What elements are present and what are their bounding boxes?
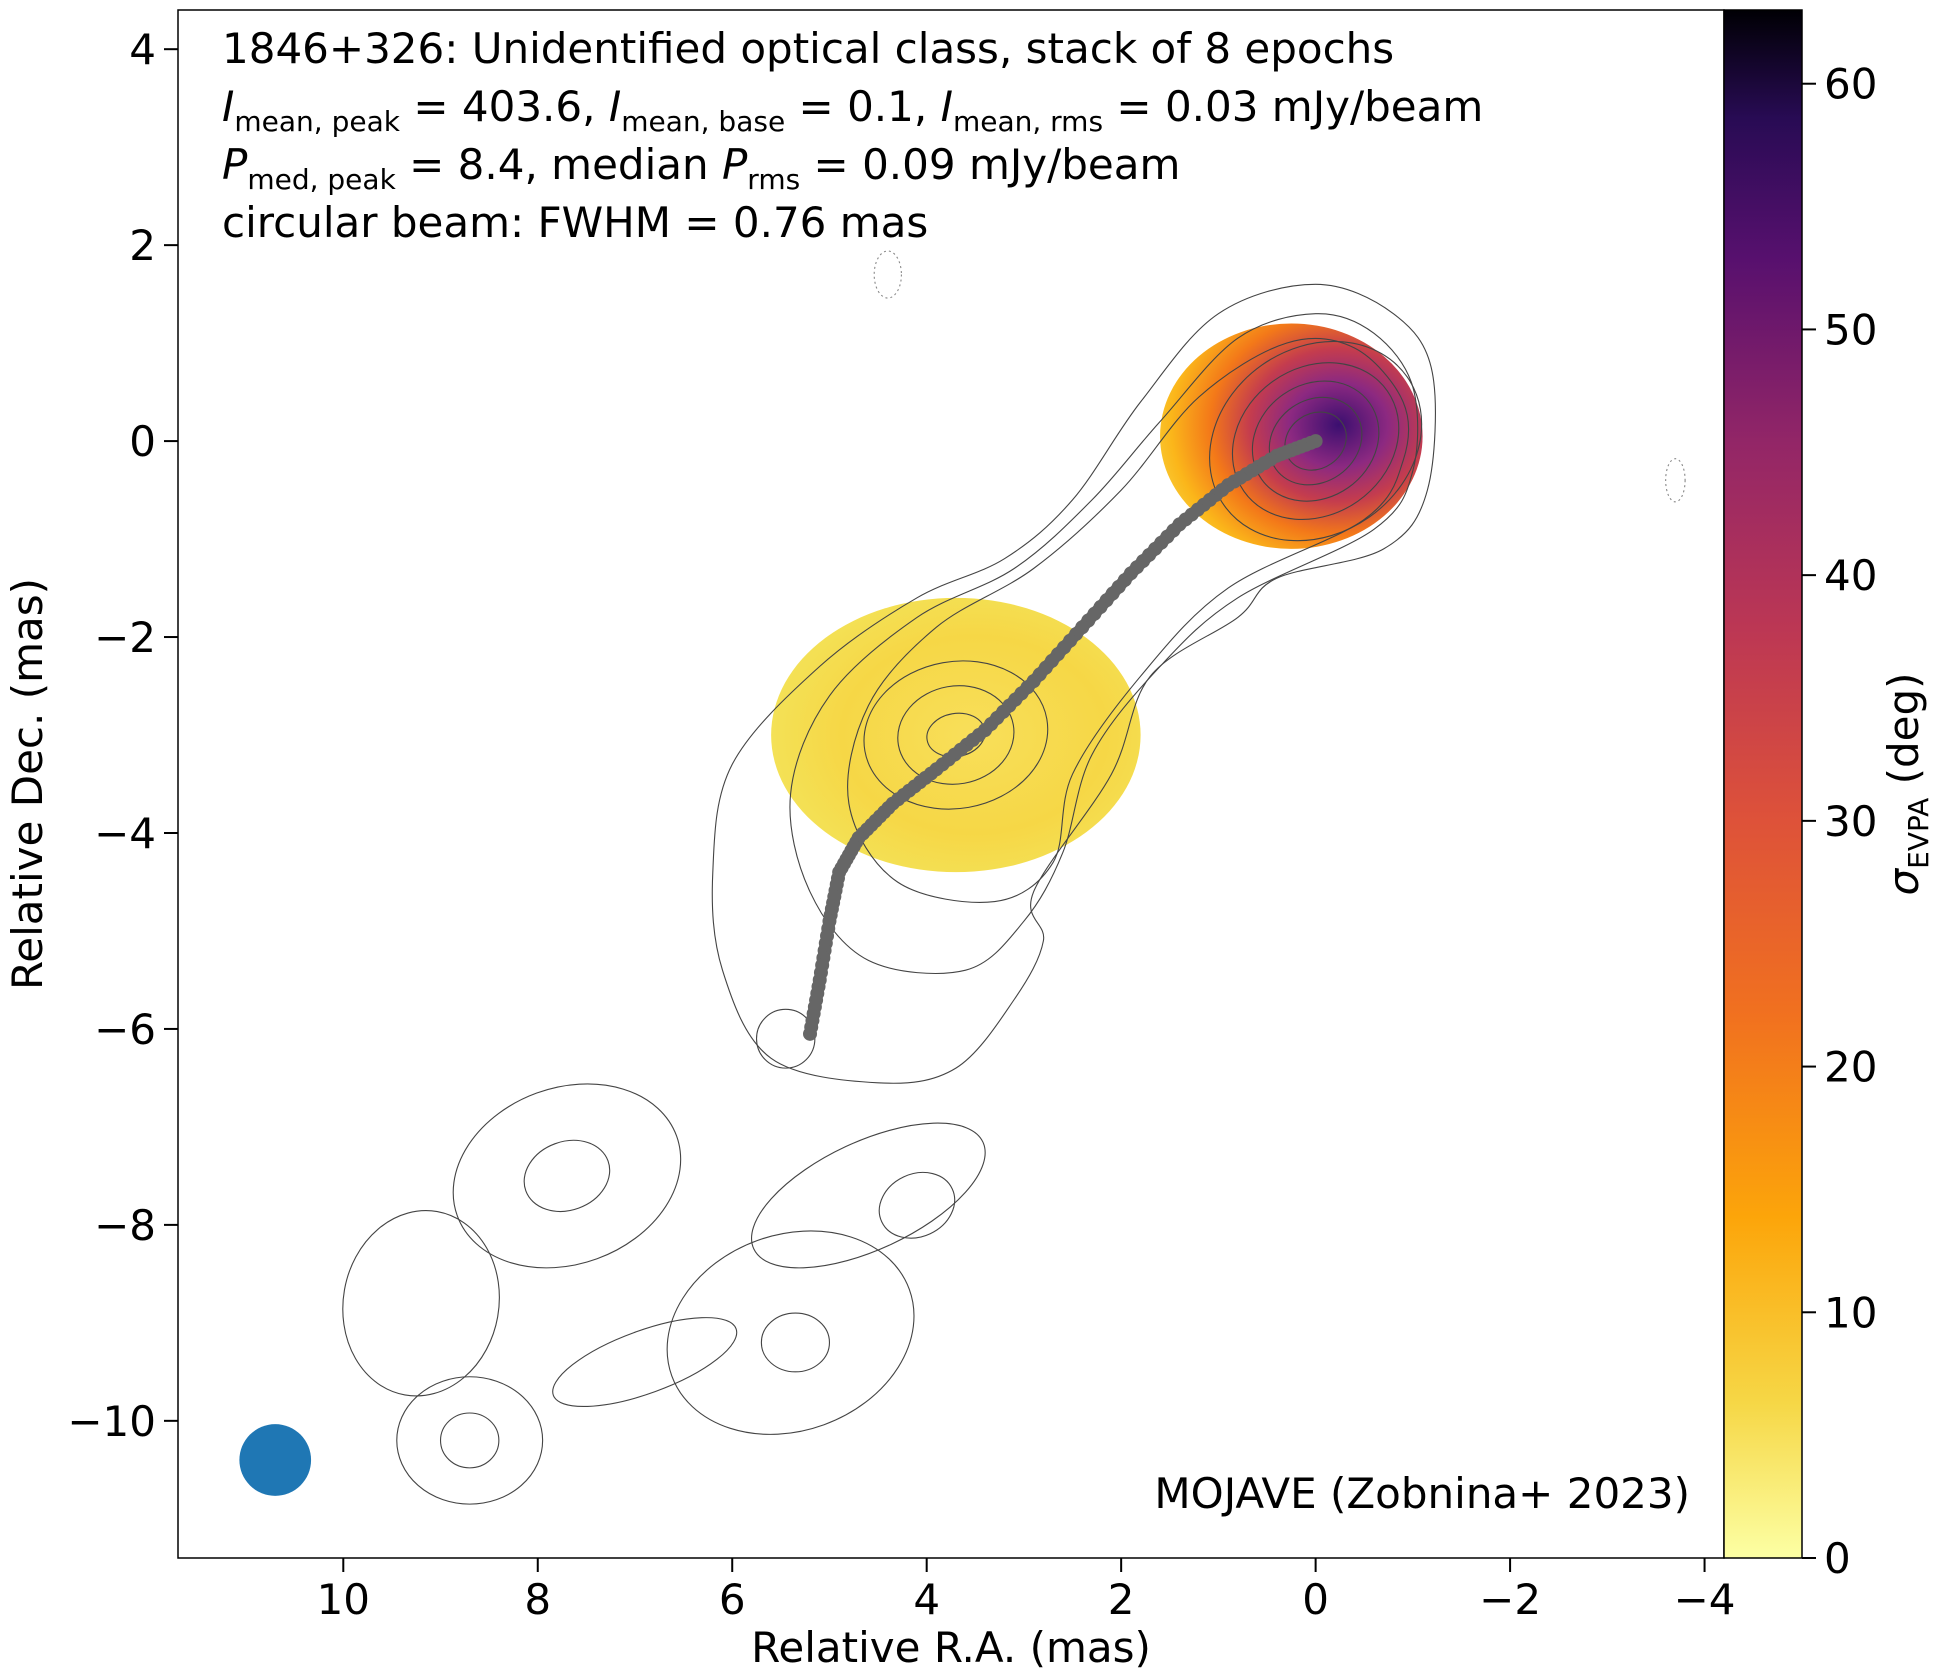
- colorbar-tick-label: 0: [1824, 1534, 1851, 1583]
- x-tick-label: 8: [524, 1575, 551, 1624]
- y-tick-label: 4: [129, 25, 156, 74]
- contour-level: [1231, 362, 1400, 521]
- colorbar-label: σEVPA (deg): [1879, 672, 1934, 895]
- contour-level: [878, 1171, 956, 1239]
- contour-jet-mid: [789, 313, 1419, 974]
- contour-level: [342, 1210, 500, 1397]
- colorbar-tick-label: 30: [1824, 797, 1877, 846]
- x-tick-label: 4: [913, 1575, 940, 1624]
- y-axis-label: Relative Dec. (mas): [3, 578, 52, 990]
- y-tick-label: −10: [67, 1397, 156, 1446]
- y-tick-label: 0: [129, 417, 156, 466]
- title-line-2: Imean, peak = 403.6, Imean, base = 0.1, …: [222, 82, 1483, 138]
- y-tick-label: −8: [94, 1201, 156, 1250]
- contour-level: [523, 1139, 611, 1212]
- contour-level: [1209, 340, 1423, 542]
- x-tick-label: −4: [1674, 1575, 1736, 1624]
- title-line-3: Pmed, peak = 8.4, median Prms = 0.09 mJy…: [222, 140, 1180, 196]
- x-tick-label: 6: [719, 1575, 746, 1624]
- title-block: 1846+326: Unidentified optical class, st…: [222, 24, 1483, 247]
- colorbar-gradient: [1723, 9, 1803, 1559]
- y-tick-label: −6: [94, 1005, 156, 1054]
- contour-level: [439, 1412, 500, 1469]
- title-line-4: circular beam: FWHM = 0.76 mas: [222, 198, 928, 247]
- y-axis-ticks: 4 2 0 −2 −4 −6 −8 −10: [67, 25, 178, 1446]
- contour-level: [1251, 380, 1380, 502]
- contour-level: [873, 250, 902, 299]
- colorbar-tick-label: 50: [1824, 305, 1877, 354]
- x-axis-label: Relative R.A. (mas): [751, 1623, 1151, 1672]
- colorbar-tick-label: 10: [1824, 1288, 1877, 1337]
- colorbar-tick-label: 20: [1824, 1043, 1877, 1092]
- contour-level: [452, 1083, 682, 1269]
- x-tick-label: 0: [1302, 1575, 1329, 1624]
- beam-ellipse: [239, 1424, 312, 1496]
- contour-level: [760, 1312, 831, 1373]
- y-tick-label: −2: [94, 613, 156, 662]
- title-line-1: 1846+326: Unidentified optical class, st…: [222, 24, 1394, 73]
- ridge-point: [803, 1026, 818, 1041]
- x-tick-label: −2: [1479, 1575, 1541, 1624]
- contour-level: [396, 1376, 544, 1505]
- contour-jet-outer: [711, 283, 1436, 1084]
- contour-level: [666, 1230, 915, 1435]
- sigma-evpa-map: [771, 323, 1423, 873]
- contour-level: [751, 1122, 986, 1269]
- contour-level: [863, 660, 1049, 810]
- colorbar-ticks: 0 10 20 30 40 50 60: [1802, 60, 1877, 1583]
- jet-ridge-line: [803, 434, 1323, 1041]
- x-axis-ticks: 10 8 6 4 2 0 −2 −4: [317, 1558, 1736, 1624]
- contour-level: [1665, 458, 1686, 503]
- y-tick-label: 2: [129, 221, 156, 270]
- x-tick-label: 2: [1108, 1575, 1135, 1624]
- colorbar-tick-label: 40: [1824, 551, 1877, 600]
- x-tick-label: 10: [317, 1575, 370, 1624]
- contour-level: [1284, 411, 1347, 471]
- contour-level: [1268, 396, 1363, 486]
- contour-level: [897, 685, 1015, 785]
- y-tick-label: −4: [94, 809, 156, 858]
- credit-annotation: MOJAVE (Zobnina+ 2023): [1154, 1469, 1690, 1518]
- contour-level: [552, 1317, 738, 1408]
- sigma-evpa-jet-component: [771, 597, 1141, 873]
- colorbar: 0 10 20 30 40 50 60 σEVPA (deg): [1723, 9, 1934, 1583]
- plot-area: [239, 250, 1686, 1505]
- colorbar-tick-label: 60: [1824, 60, 1877, 109]
- intensity-contours: [342, 250, 1686, 1505]
